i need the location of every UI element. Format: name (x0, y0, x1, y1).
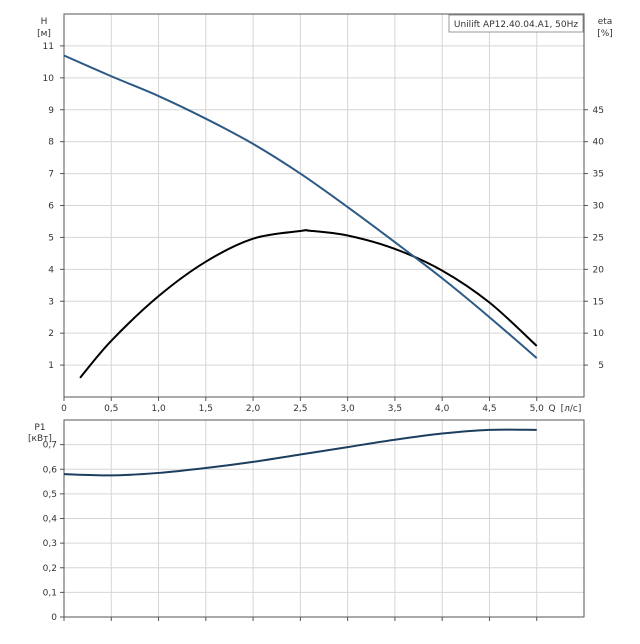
y-tick-label: 0,6 (43, 465, 58, 475)
y-tick-label: 8 (48, 138, 54, 148)
efficiency-curve (79, 229, 538, 379)
y-tick-label: 0,4 (43, 515, 58, 525)
y2-tick-label: 30 (593, 202, 605, 212)
y2-tick-label: 45 (593, 106, 604, 116)
x-axis-label-q: Q (548, 404, 555, 414)
x-tick-label: 2,0 (246, 404, 261, 414)
head-eta-grid (64, 14, 584, 397)
y-tick-label: 7 (48, 170, 54, 180)
x-tick-label: 4,5 (482, 404, 496, 414)
x-tick-label: 2,5 (293, 404, 307, 414)
y-tick-label: 0,5 (43, 490, 57, 500)
head-curve (63, 54, 538, 359)
y2-axis-unit-eta: [%] (597, 29, 613, 39)
y-tick-label: 0,3 (43, 539, 57, 549)
y-tick-label: 9 (48, 106, 54, 116)
y2-tick-label: 40 (593, 138, 605, 148)
y-axis-label-p1: P1 (34, 423, 45, 433)
y-tick-label: 4 (48, 265, 54, 275)
y2-tick-label: 20 (593, 265, 605, 275)
x-tick-label: 0,5 (104, 404, 118, 414)
y-tick-label: 6 (48, 202, 54, 212)
y-tick-label: 11 (43, 42, 54, 52)
y2-tick-label: 10 (593, 329, 605, 339)
y-tick-label: 0,7 (43, 441, 57, 451)
y-tick-label: 5 (48, 233, 54, 243)
y-tick-label: 0,2 (43, 564, 57, 574)
chart-title-box (448, 14, 584, 33)
y-tick-label: 1 (48, 361, 54, 371)
x-tick-label: 4,0 (435, 404, 450, 414)
y-tick-label: 3 (48, 297, 54, 307)
y-axis-unit-h: [м] (37, 29, 51, 39)
y2-tick-label: 15 (593, 297, 604, 307)
chart-title: Unilift AP12.40.04.A1, 50Hz (454, 20, 579, 30)
x-tick-label: 3,5 (388, 404, 402, 414)
y2-tick-label: 35 (593, 170, 604, 180)
x-tick-label: 0 (61, 404, 67, 414)
y-axis-label-h: H (41, 17, 48, 27)
head-eta-ticks: 0 0,5 1,0 1,5 2,0 2,5 3,0 3,5 4,0 4,5 5,0123456789… (43, 42, 605, 414)
power-curve (63, 428, 537, 477)
y-axis-unit-p1: [кВт] (28, 434, 52, 444)
y-tick-label: 2 (48, 329, 54, 339)
x-tick-label: 3,0 (340, 404, 355, 414)
x-tick-label: 1,0 (151, 404, 166, 414)
x-tick-label: 1,5 (199, 404, 213, 414)
power-ticks: 0 0,1 0,2 0,3 0,4 0,5 0,6 0,7 (43, 441, 538, 623)
y-tick-label: 0 (51, 613, 57, 623)
power-grid (64, 420, 584, 617)
x-tick-label: 5,0 (530, 404, 545, 414)
y-tick-label: 10 (43, 74, 55, 84)
y2-tick-label: 5 (598, 361, 604, 371)
y2-axis-label-eta: eta (598, 17, 613, 27)
x-axis-unit-q: [л/с] (561, 404, 582, 414)
y2-tick-label: 25 (593, 233, 604, 243)
y-tick-label: 0,1 (43, 588, 57, 598)
